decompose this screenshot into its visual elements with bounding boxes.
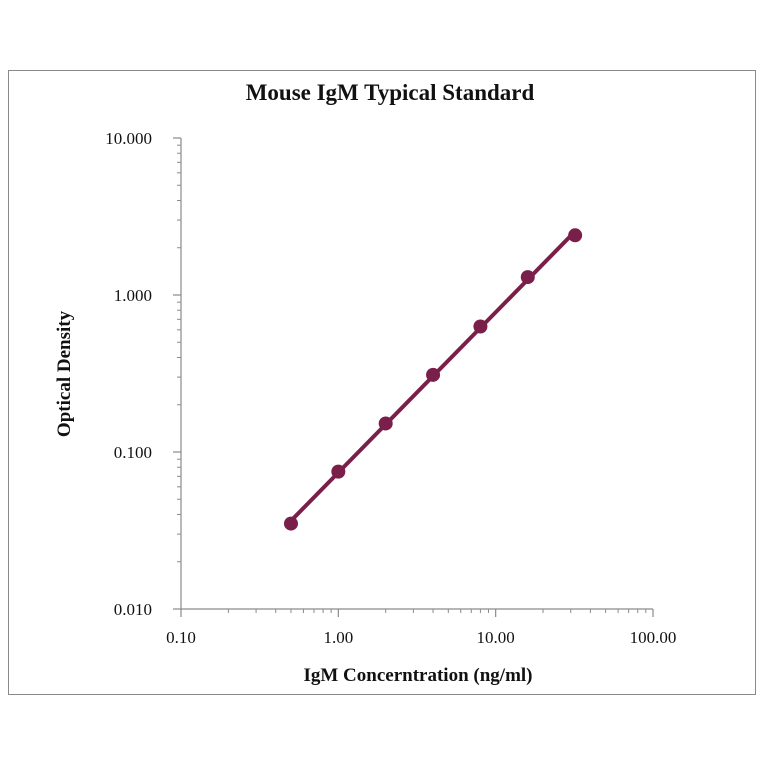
tick-labels: 0.010 0.100 1.000 10.000 0.10 1.00 10.00 100.00 xyxy=(105,129,676,647)
ticks xyxy=(173,137,654,617)
axes xyxy=(180,138,653,610)
x-axis-label: IgM Concerntration (ng/ml) xyxy=(303,665,532,686)
x-tick-label: 0.10 xyxy=(166,628,196,647)
x-tick-label: 1.00 xyxy=(323,628,353,647)
chart-frame xyxy=(8,70,756,695)
data-point xyxy=(378,416,393,431)
data-point xyxy=(568,228,583,243)
data-point xyxy=(520,270,535,285)
data-points xyxy=(283,228,583,531)
y-tick-label: 0.010 xyxy=(114,600,152,619)
data-point xyxy=(426,367,441,382)
y-tick-label: 1.000 xyxy=(114,286,152,305)
y-tick-label: 0.100 xyxy=(114,443,152,462)
data-point xyxy=(283,516,298,531)
y-tick-label: 10.000 xyxy=(105,129,152,148)
data-point xyxy=(331,464,346,479)
x-tick-label: 10.00 xyxy=(477,628,515,647)
data-point xyxy=(473,319,488,334)
x-tick-label: 100.00 xyxy=(630,628,677,647)
y-axis-label: Optical Density xyxy=(54,310,75,437)
chart-title: Mouse IgM Typical Standard xyxy=(246,80,535,105)
